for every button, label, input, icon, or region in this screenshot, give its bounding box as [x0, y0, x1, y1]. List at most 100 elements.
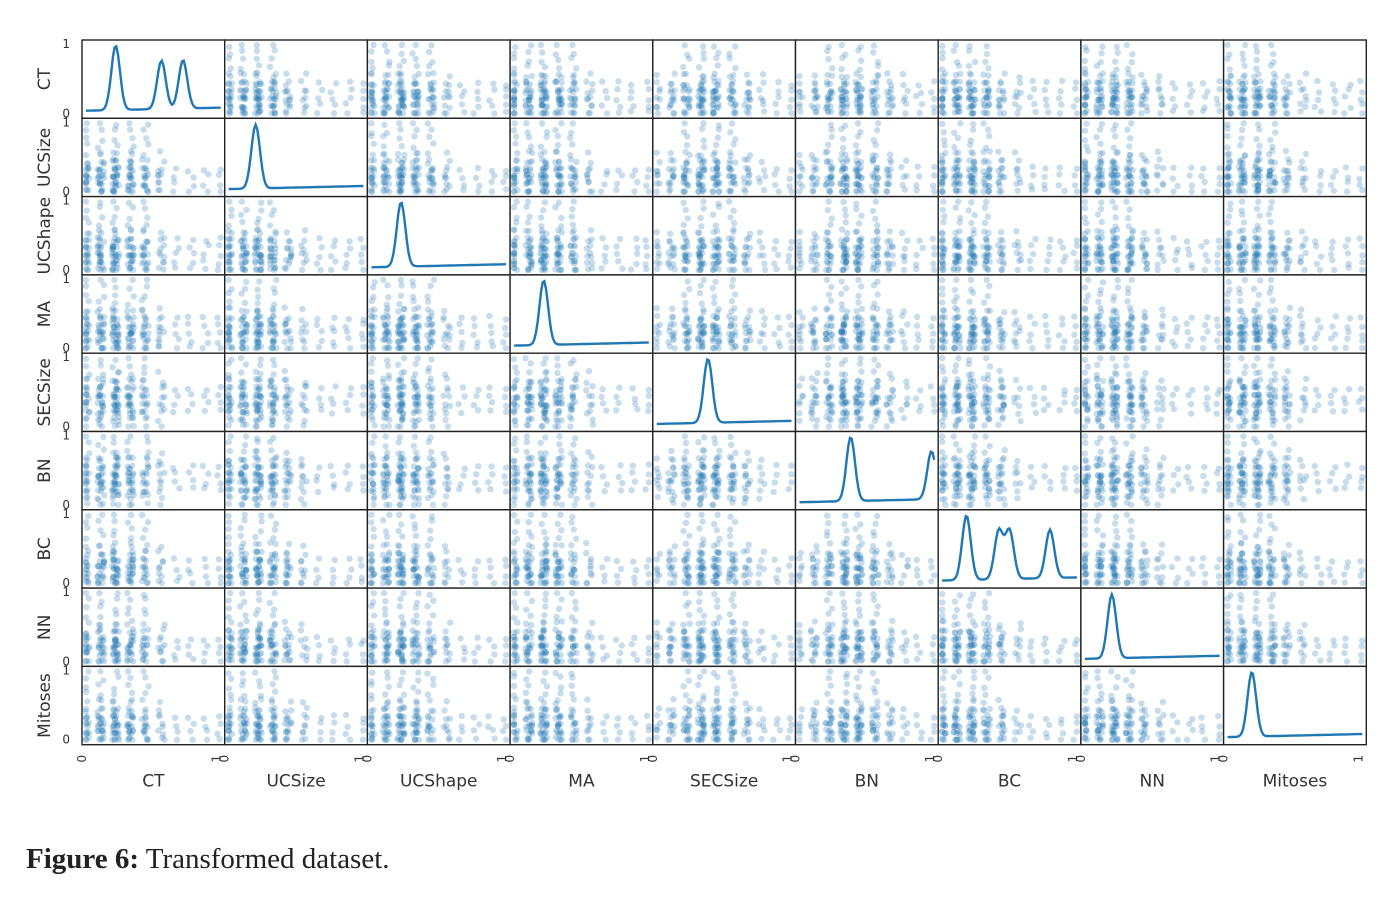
scatter-point — [900, 81, 907, 89]
scatter-point — [226, 107, 233, 115]
scatter-point — [368, 110, 375, 117]
scatter-point — [370, 293, 377, 301]
scatter-point — [190, 183, 197, 190]
scatter-point — [1224, 132, 1231, 140]
scatter-point — [653, 305, 660, 312]
scatter-point — [1114, 49, 1121, 56]
scatter-point — [968, 199, 975, 206]
scatter-point — [940, 166, 948, 173]
scatter-point — [1126, 135, 1134, 142]
scatter-point — [759, 71, 767, 78]
scatter-point — [426, 186, 433, 194]
scatter-point — [874, 72, 881, 80]
scatter-point — [427, 322, 434, 329]
scatter-point — [873, 167, 880, 174]
scatter-point — [843, 229, 851, 237]
scatter-point — [540, 245, 547, 252]
scatter-point — [712, 141, 720, 149]
scatter-point — [1329, 173, 1337, 181]
scatter-point — [254, 89, 261, 97]
scatter-point — [567, 152, 574, 159]
scatter-point — [902, 110, 909, 117]
scatter-point — [1237, 251, 1244, 259]
scatter-point — [270, 307, 277, 315]
scatter-point — [1108, 82, 1115, 89]
scatter-point — [756, 229, 764, 236]
scatter-point — [709, 188, 717, 195]
scatter-point — [318, 328, 325, 335]
scatter-point — [940, 260, 947, 268]
scatter-point — [642, 237, 649, 244]
scatter-point — [272, 96, 279, 103]
scatter-point — [84, 251, 92, 258]
scatter-point — [396, 120, 403, 127]
scatter-point — [1110, 97, 1117, 104]
scatter-point — [1183, 101, 1191, 109]
scatter-point — [810, 329, 817, 336]
scatter-point — [1271, 120, 1279, 128]
cell-frame — [366, 39, 511, 120]
scatter-point — [1141, 179, 1148, 187]
scatter-point — [82, 276, 90, 284]
scatter-point — [824, 157, 831, 165]
cell-UCSize-UCSize — [223, 117, 369, 198]
scatter-point — [204, 339, 212, 347]
scatter-point — [814, 175, 821, 182]
scatter-point — [271, 85, 278, 92]
scatter-point — [985, 168, 993, 175]
scatter-point — [1227, 180, 1235, 187]
scatter-point — [939, 238, 946, 246]
scatter-point — [995, 102, 1002, 109]
scatter-point — [1265, 187, 1272, 195]
scatter-point — [857, 43, 864, 50]
scatter-point — [1144, 188, 1151, 195]
scatter-point — [743, 317, 750, 324]
scatter-point — [1313, 260, 1321, 268]
scatter-point — [1302, 70, 1310, 77]
scatter-point — [981, 219, 989, 227]
scatter-point — [985, 72, 992, 79]
scatter-point — [476, 182, 483, 190]
scatter-point — [1253, 205, 1261, 212]
scatter-point — [852, 187, 860, 195]
scatter-point — [470, 110, 477, 117]
cell-UCSize-UCShape — [366, 117, 511, 198]
scatter-point — [441, 307, 448, 315]
scatter-point — [680, 228, 687, 236]
scatter-point — [1183, 238, 1191, 245]
scatter-point — [939, 42, 946, 50]
scatter-point — [603, 94, 611, 102]
scatter-point — [270, 95, 278, 102]
scatter-point — [615, 109, 623, 116]
scatter-point — [889, 252, 896, 259]
scatter-point — [1201, 178, 1208, 186]
scatter-point — [823, 276, 831, 284]
scatter-point — [588, 236, 595, 243]
scatter-point — [654, 110, 662, 117]
scatter-point — [510, 204, 518, 211]
scatter-point — [511, 120, 518, 127]
scatter-point — [226, 96, 233, 103]
scatter-point — [567, 94, 574, 102]
scatter-point — [760, 331, 767, 338]
scatter-point — [680, 199, 687, 206]
scatter-point — [380, 188, 388, 195]
scatter-point — [666, 324, 674, 331]
scatter-point — [870, 42, 878, 49]
scatter-point — [653, 323, 660, 330]
scatter-point — [1216, 244, 1223, 251]
scatter-point — [1316, 266, 1324, 274]
scatter-point — [1138, 71, 1145, 79]
scatter-point — [604, 168, 611, 175]
scatter-point — [1016, 79, 1024, 87]
scatter-point — [1285, 181, 1292, 188]
scatter-point — [424, 293, 431, 300]
scatter-point — [283, 70, 290, 77]
scatter-point — [543, 129, 551, 136]
scatter-point — [540, 253, 548, 261]
scatter-point — [474, 95, 482, 103]
scatter-point — [125, 236, 132, 243]
scatter-point — [216, 182, 224, 189]
scatter-point — [256, 108, 263, 115]
scatter-point — [840, 253, 847, 260]
